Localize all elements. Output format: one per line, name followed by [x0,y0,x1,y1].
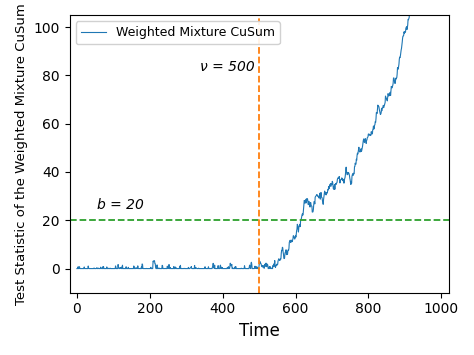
Weighted Mixture CuSum [221,267,227,271]
Weighted Mixture CuSum [324,191,330,195]
Legend: Weighted Mixture CuSum: Weighted Mixture CuSum [76,21,280,44]
Weighted Mixture CuSum [358,148,364,152]
X-axis label: Time: Time [238,322,280,340]
Weighted Mixture CuSum [234,267,240,271]
Y-axis label: Test Statistic of the Weighted Mixture CuSum: Test Statistic of the Weighted Mixture C… [15,3,28,305]
Line: Weighted Mixture CuSum: Weighted Mixture CuSum [77,0,441,269]
Weighted Mixture CuSum [74,267,80,271]
Weighted Mixture CuSum [111,267,117,271]
Weighted Mixture CuSum [365,136,370,140]
Text: b = 20: b = 20 [97,198,144,212]
Text: ν = 500: ν = 500 [200,60,255,73]
